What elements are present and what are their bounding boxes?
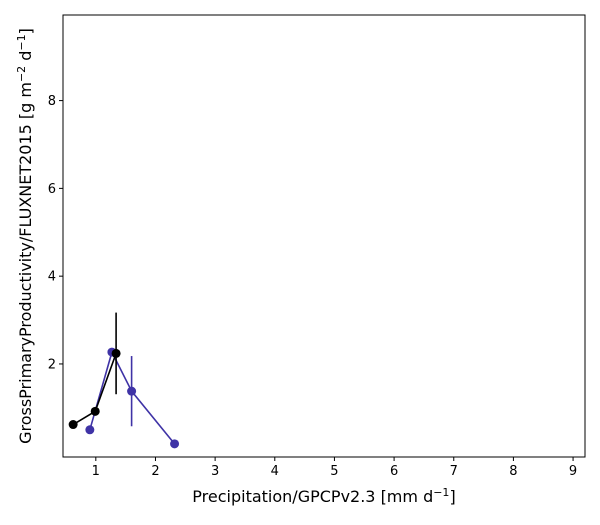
x-tick-label: 3 (211, 464, 219, 479)
series-1 (68, 312, 121, 430)
x-tick-label: 6 (390, 464, 398, 479)
data-point (170, 439, 180, 449)
y-tick-label: 8 (48, 94, 56, 109)
x-tick-label: 7 (450, 464, 458, 479)
y-tick-label: 4 (48, 270, 56, 285)
x-tick-label: 5 (330, 464, 338, 479)
x-tick-label: 1 (92, 464, 100, 479)
x-tick-label: 9 (569, 464, 577, 479)
x-tick-label: 4 (271, 464, 279, 479)
data-point (68, 420, 78, 430)
series-line (89, 349, 176, 445)
data-point (111, 348, 121, 358)
x-tick-label: 8 (509, 464, 517, 479)
y-tick-label: 6 (48, 182, 56, 197)
y-axis-ticks: 2 4 6 8 (48, 94, 63, 372)
y-axis-label: GrossPrimaryProductivity/FLUXNET2015 [g … (15, 28, 35, 444)
y-tick-label: 2 (48, 357, 56, 372)
data-point (90, 406, 100, 416)
x-axis-ticks: 1 2 3 4 5 6 7 8 9 (92, 457, 577, 479)
data-point (85, 425, 95, 435)
plot-area (62, 14, 586, 458)
x-tick-label: 2 (151, 464, 159, 479)
data-point (127, 386, 137, 396)
x-axis-label: Precipitation/GPCPv2.3 [mm d−1] (192, 486, 455, 506)
series-layer (68, 312, 180, 449)
